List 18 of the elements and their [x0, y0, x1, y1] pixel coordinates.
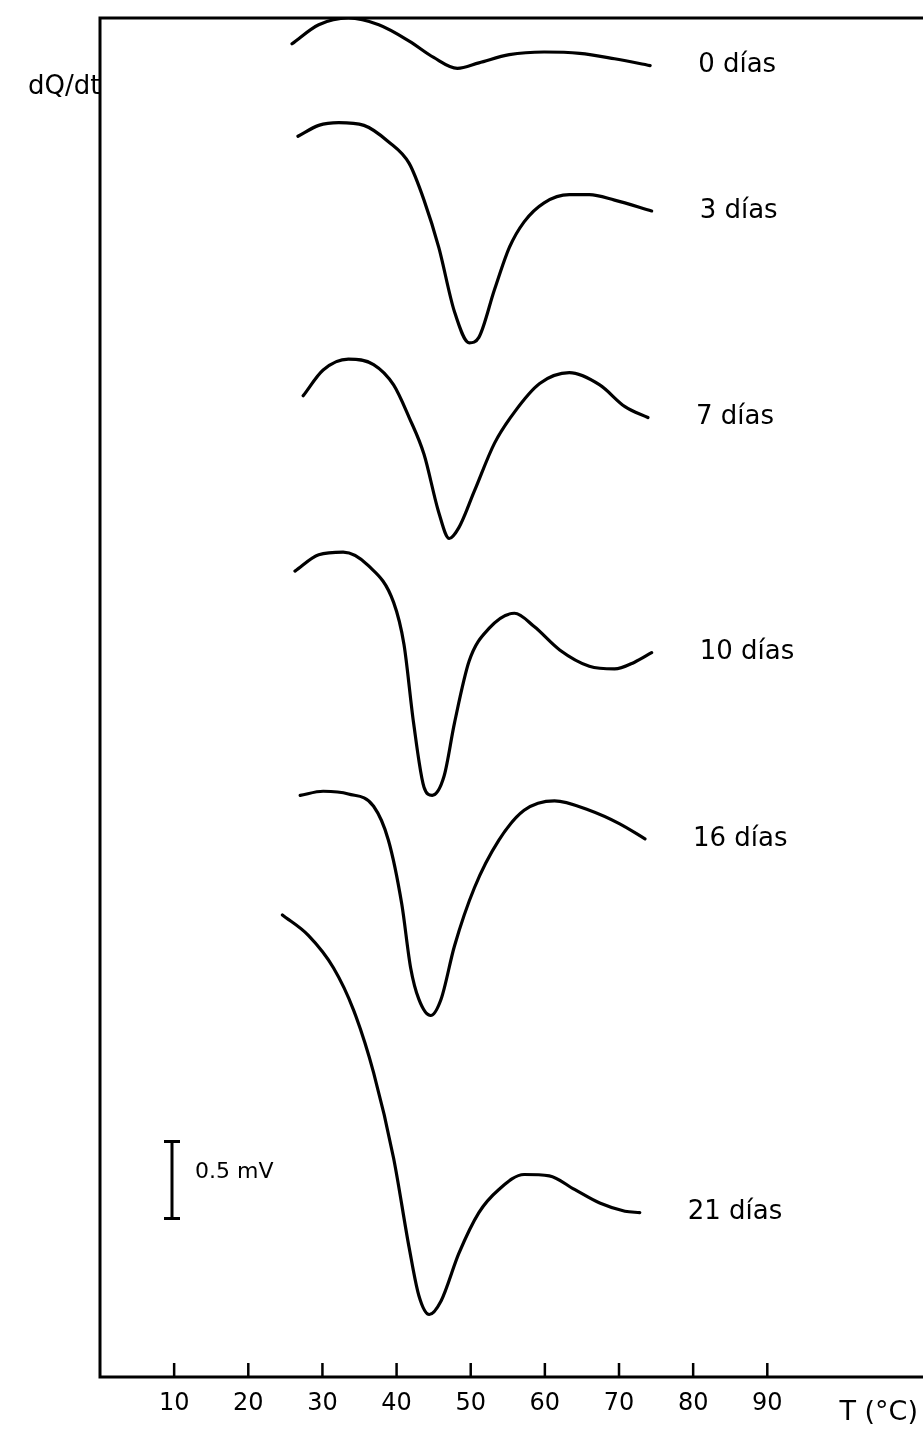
annotation: 0.5 mV — [195, 1158, 274, 1183]
x-tick-label: 70 — [603, 1387, 635, 1416]
x-tick-label: 60 — [529, 1387, 561, 1416]
series-label: 7 días — [695, 400, 774, 431]
x-tick-label: 90 — [752, 1387, 783, 1416]
series-label: 3 días — [699, 193, 778, 224]
x-tick-label: 10 — [158, 1387, 190, 1416]
series-label: 0 días — [698, 48, 777, 79]
x-tick-label: 50 — [455, 1387, 486, 1416]
series-label: 21 días — [687, 1195, 783, 1226]
x-axis-title: T (°C) — [838, 1395, 918, 1427]
x-tick-label: 30 — [307, 1387, 338, 1416]
series-label: 16 días — [692, 821, 788, 852]
y-axis-title: dQ/dt — [28, 70, 101, 100]
x-tick-label: 40 — [381, 1387, 412, 1416]
x-tick-label: 20 — [233, 1387, 264, 1416]
series-label: 10 días — [699, 635, 795, 666]
x-tick-label: 80 — [677, 1387, 709, 1416]
